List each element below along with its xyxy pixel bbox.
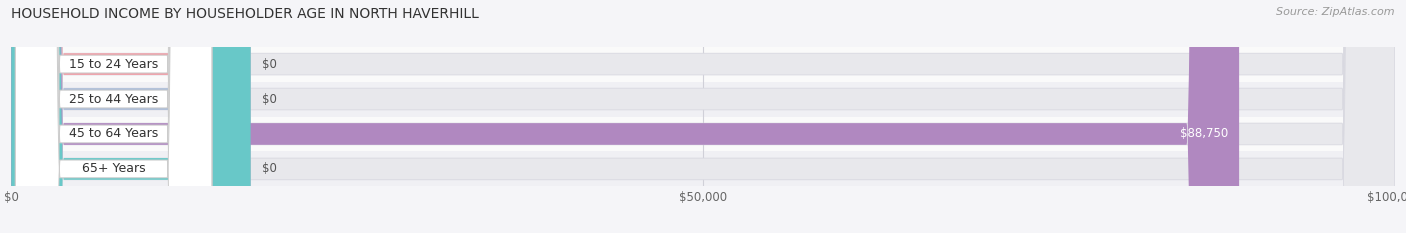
Bar: [11, 151, 1395, 186]
FancyBboxPatch shape: [11, 0, 250, 233]
FancyBboxPatch shape: [11, 0, 250, 233]
FancyBboxPatch shape: [11, 0, 1395, 233]
Text: 65+ Years: 65+ Years: [82, 162, 145, 175]
FancyBboxPatch shape: [11, 0, 1239, 233]
Text: $0: $0: [262, 162, 277, 175]
Text: Source: ZipAtlas.com: Source: ZipAtlas.com: [1277, 7, 1395, 17]
FancyBboxPatch shape: [11, 0, 1395, 233]
Text: 15 to 24 Years: 15 to 24 Years: [69, 58, 159, 71]
Text: 25 to 44 Years: 25 to 44 Years: [69, 93, 159, 106]
Bar: [11, 82, 1395, 116]
FancyBboxPatch shape: [11, 0, 1395, 233]
Text: 45 to 64 Years: 45 to 64 Years: [69, 127, 159, 140]
Text: HOUSEHOLD INCOME BY HOUSEHOLDER AGE IN NORTH HAVERHILL: HOUSEHOLD INCOME BY HOUSEHOLDER AGE IN N…: [11, 7, 479, 21]
FancyBboxPatch shape: [15, 0, 212, 233]
Bar: [11, 116, 1395, 151]
Text: $0: $0: [262, 58, 277, 71]
Text: $0: $0: [262, 93, 277, 106]
Text: $88,750: $88,750: [1180, 127, 1227, 140]
FancyBboxPatch shape: [15, 0, 212, 233]
FancyBboxPatch shape: [15, 0, 212, 233]
FancyBboxPatch shape: [15, 0, 212, 233]
FancyBboxPatch shape: [11, 0, 1395, 233]
Bar: [11, 47, 1395, 82]
FancyBboxPatch shape: [11, 0, 250, 233]
